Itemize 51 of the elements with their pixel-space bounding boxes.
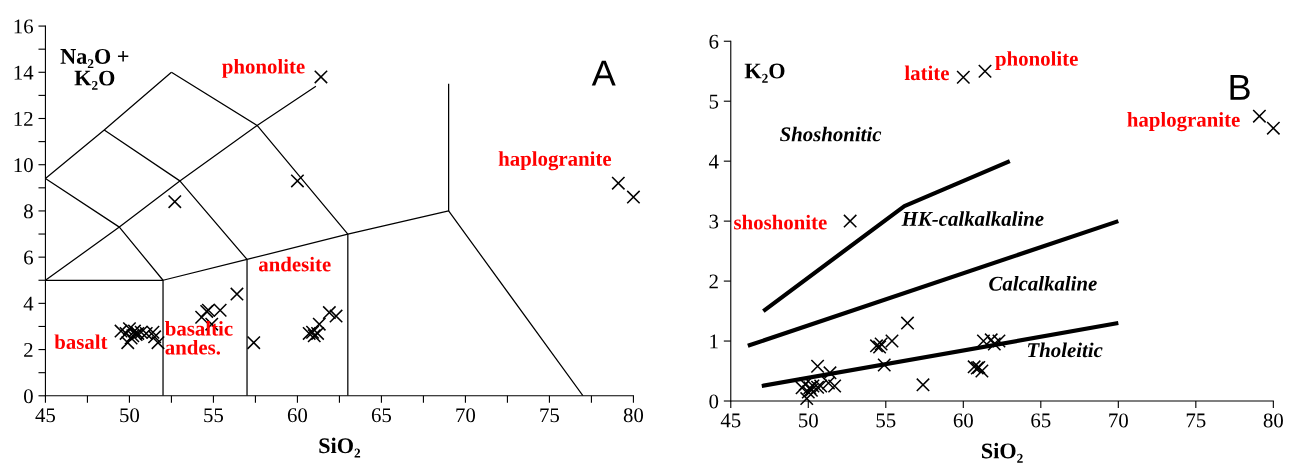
x-tick-label: 55 — [204, 408, 224, 423]
annotation: phonolite — [222, 58, 305, 78]
annotation: basaltic andes. — [165, 321, 233, 355]
annotation: haplogranite — [1127, 112, 1240, 132]
y-tick-label: 12 — [14, 111, 33, 126]
x-tick-label: 45 — [35, 408, 56, 423]
x-tick-label: 75 — [1186, 413, 1206, 428]
x-tick-label: 60 — [953, 413, 973, 428]
annotation: B — [1230, 74, 1250, 100]
annotation: Shoshonitic — [779, 126, 882, 142]
annotation: A — [591, 60, 616, 86]
x-tick-label: 80 — [623, 408, 644, 423]
annotation: andesite — [258, 256, 331, 272]
x-tick-label: 80 — [1263, 413, 1283, 428]
x-tick-label: 70 — [1109, 413, 1128, 428]
y-tick-label: 6 — [24, 250, 33, 265]
annotation: shoshonite — [734, 214, 827, 230]
annotation: Calcalkaline — [989, 275, 1097, 291]
x-tick-label: 70 — [456, 408, 476, 423]
annotation: haplogranite — [498, 151, 612, 171]
y-tick-label: 8 — [24, 204, 33, 219]
x-axis-title: SiO₂ — [982, 442, 1023, 463]
x-tick-label: 65 — [371, 408, 392, 423]
y-tick-label: 2 — [709, 274, 718, 289]
annotation: latite — [904, 65, 949, 81]
x-tick-label: 50 — [799, 413, 818, 428]
x-axis-title: SiO₂ — [319, 437, 361, 458]
annotation: phonolite — [995, 51, 1078, 71]
y-tick-label: 1 — [710, 334, 718, 349]
x-tick-label: 45 — [720, 413, 741, 428]
y-tick-label: 0 — [709, 394, 719, 409]
y-tick-label: 2 — [24, 343, 33, 357]
annotation: Tholeitic — [1027, 342, 1103, 358]
y-axis-title: K₂O — [744, 63, 785, 83]
annotation: HK-calkalkaline — [901, 211, 1044, 226]
x-tick-label: 65 — [1031, 413, 1051, 428]
y-tick-label: 0 — [24, 389, 33, 404]
x-tick-label: 60 — [287, 408, 308, 423]
annotation: basalt — [54, 334, 108, 350]
x-tick-label: 55 — [876, 413, 896, 428]
x-tick-label: 75 — [540, 408, 560, 423]
y-tick-label: 10 — [14, 158, 33, 173]
y-tick-label: 3 — [709, 214, 719, 229]
y-tick-label: 5 — [709, 94, 719, 109]
y-tick-label: 4 — [708, 154, 719, 169]
y-tick-label: 4 — [23, 296, 34, 311]
x-tick-label: 50 — [120, 408, 140, 423]
y-tick-label: 6 — [709, 34, 719, 49]
y-tick-label: 16 — [14, 19, 33, 34]
y-axis-title: Na₂O + K₂O — [60, 48, 129, 90]
y-tick-label: 14 — [14, 65, 34, 80]
